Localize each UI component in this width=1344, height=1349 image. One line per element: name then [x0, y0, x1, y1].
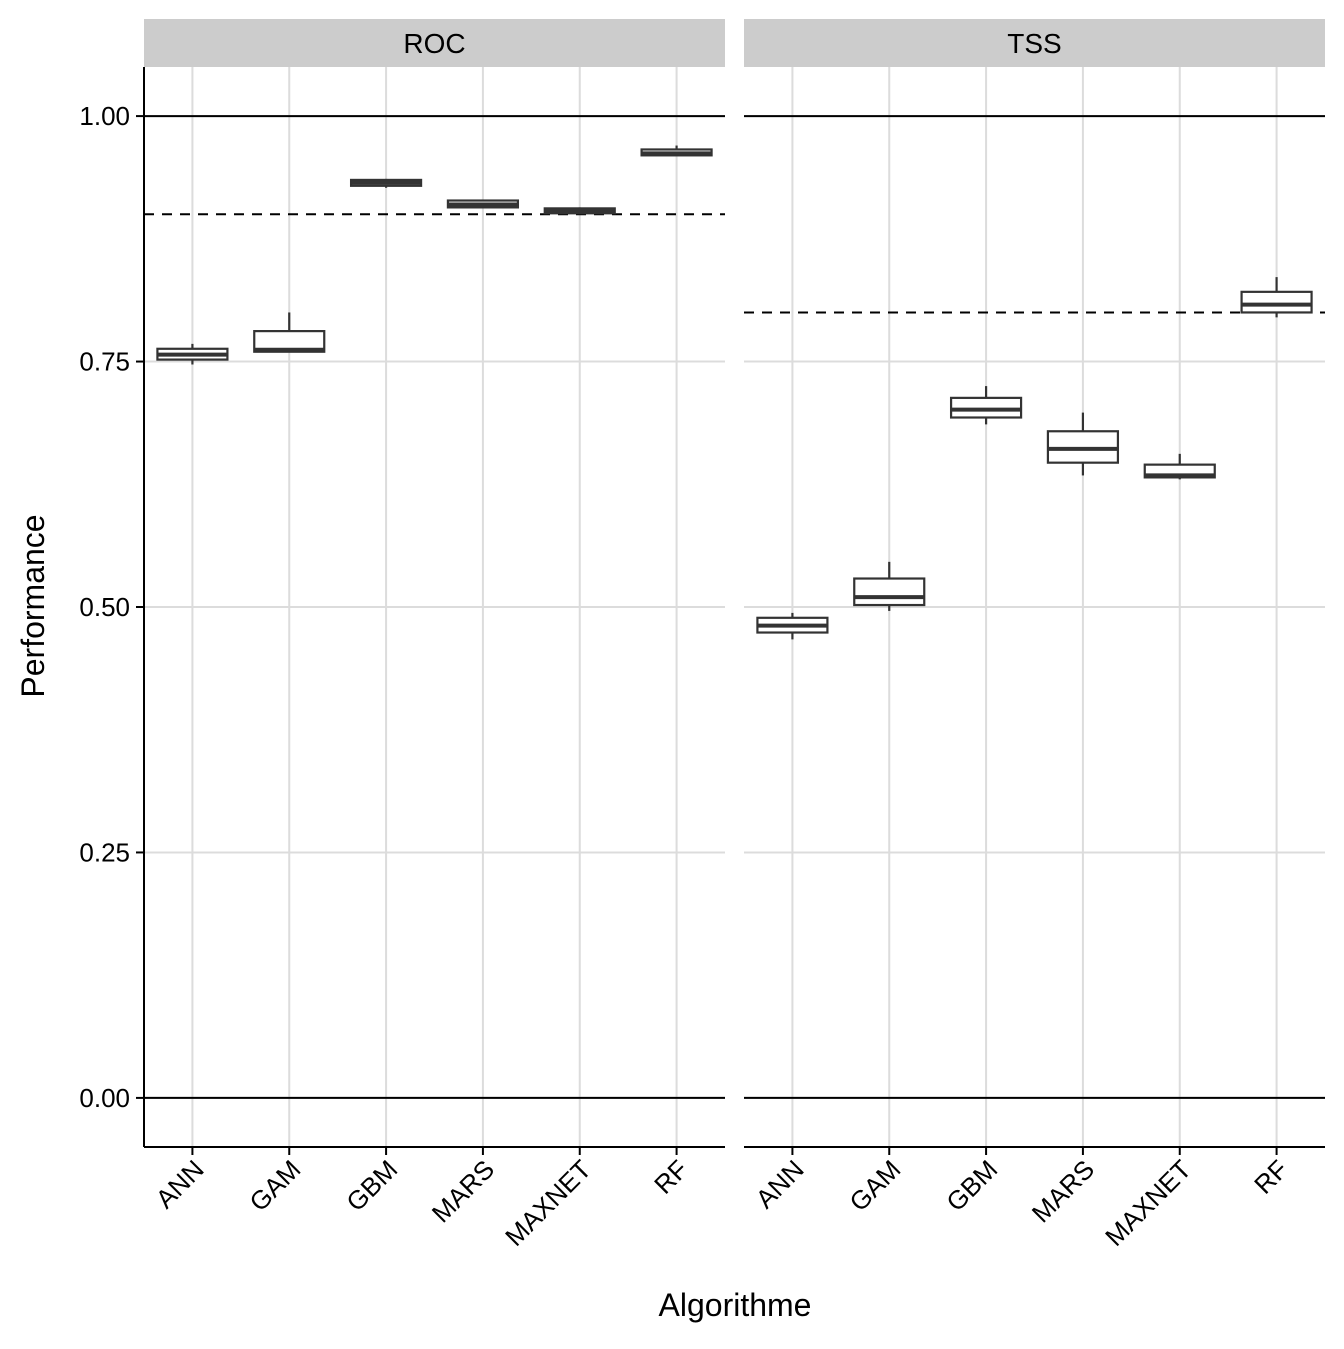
box-rf	[640, 145, 713, 157]
box-maxnet	[1143, 453, 1216, 480]
y-tick-label: 0.50	[79, 592, 130, 622]
facet-strip-label: ROC	[403, 28, 465, 59]
box-body	[1240, 290, 1313, 314]
x-tick-label: ANN	[750, 1154, 810, 1214]
box-ann	[156, 343, 229, 365]
x-tick-label: GAM	[243, 1154, 306, 1217]
box-gbm	[949, 386, 1023, 425]
facet-strip	[744, 19, 1325, 67]
panel-tss: TSS ANN GAM GBM MARS MAXNET RF	[744, 19, 1325, 1252]
x-tick-label: MARS	[1026, 1154, 1100, 1228]
box-gbm	[349, 178, 423, 188]
facet-strip-label: TSS	[1007, 28, 1061, 59]
x-tick-label: MARS	[426, 1154, 500, 1228]
box-rf	[1240, 277, 1313, 318]
x-tick-label: RF	[1248, 1154, 1294, 1200]
y-tick-label: 0.25	[79, 837, 130, 867]
x-tick-label: MAXNET	[499, 1154, 597, 1252]
x-tick-label: MAXNET	[1099, 1154, 1197, 1252]
y-tick-label: 0.75	[79, 347, 130, 377]
box-gam	[253, 312, 326, 353]
y-tick-label: 0.00	[79, 1083, 130, 1113]
panel-roc: ROC 0.00 0.25 0.50 0.75 1.00 ANN GAM GBM MARS MAXN…	[79, 19, 725, 1252]
x-tick-label: GBM	[940, 1154, 1003, 1217]
box-maxnet	[543, 207, 616, 215]
facet-strip	[144, 19, 725, 67]
box-ann	[756, 612, 829, 640]
x-tick-label: GAM	[843, 1154, 906, 1217]
box-mars	[1046, 412, 1120, 476]
y-tick-label: 1.00	[79, 101, 130, 131]
x-tick-label: ANN	[150, 1154, 210, 1214]
x-tick-label: RF	[648, 1154, 694, 1200]
box-body	[853, 577, 926, 607]
box-mars	[446, 199, 520, 209]
x-tick-label: GBM	[340, 1154, 403, 1217]
x-axis-title: Algorithme	[659, 1287, 812, 1323]
y-axis-title: Performance	[15, 514, 51, 697]
box-gam	[853, 561, 926, 611]
